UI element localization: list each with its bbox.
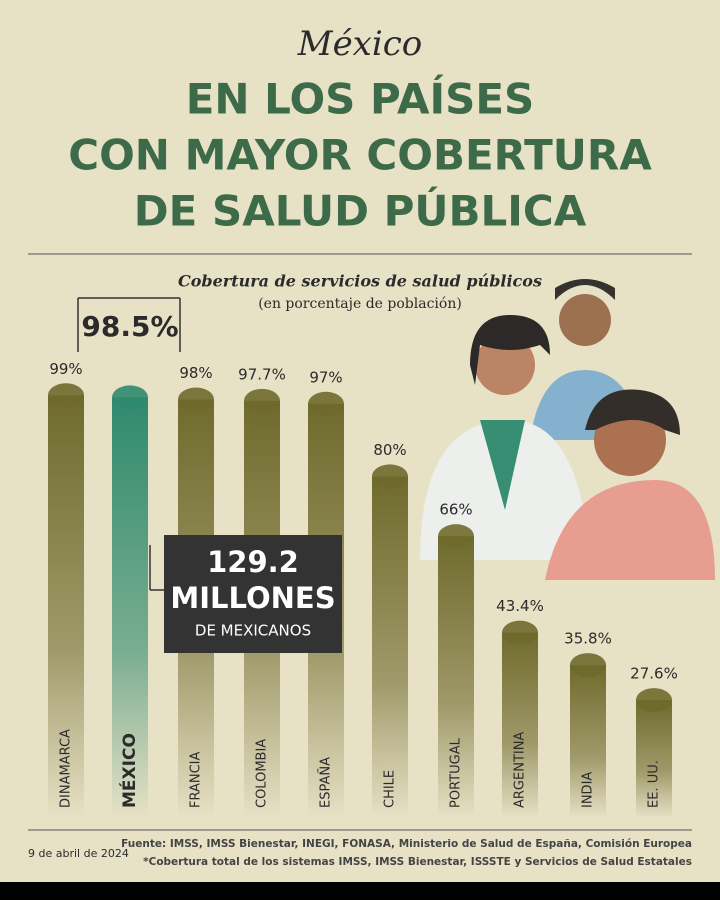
- bar-cap: [112, 385, 148, 410]
- bar-cap: [438, 524, 474, 549]
- bar: [570, 665, 606, 818]
- unit-note: (en porcentaje de población): [258, 296, 462, 312]
- value-label: 99%: [49, 360, 82, 378]
- title-line: CON MAYOR COBERTURA: [68, 131, 652, 180]
- title-line: DE SALUD PÚBLICA: [134, 186, 587, 236]
- category-label: COLOMBIA: [255, 739, 270, 808]
- source: Fuente: IMSS, IMSS Bienestar, INEGI, FON…: [121, 838, 692, 850]
- category-label: CHILE: [383, 770, 398, 808]
- bar: [636, 700, 672, 818]
- bottom-bar: [0, 882, 720, 900]
- bar-cap: [178, 387, 214, 412]
- category-label: ARGENTINA: [513, 732, 528, 808]
- subtitle: Cobertura de servicios de salud públicos: [178, 272, 542, 291]
- category-label: DINAMARCA: [59, 729, 74, 808]
- category-label: MÉXICO: [118, 733, 140, 808]
- value-label: 27.6%: [630, 665, 678, 683]
- bar-cap: [570, 653, 606, 678]
- value-label: 35.8%: [564, 630, 612, 648]
- annotation-unit: MILLONES: [170, 581, 335, 615]
- annotation-number: 129.2: [207, 545, 299, 579]
- value-label: 66%: [439, 501, 472, 519]
- category-label: PORTUGAL: [449, 737, 464, 808]
- value-label: 43.4%: [496, 597, 544, 615]
- bar-cap: [372, 464, 408, 489]
- value-label: 98.5%: [81, 310, 178, 343]
- title-line: EN LOS PAÍSES: [186, 74, 535, 124]
- value-label: 98%: [179, 364, 212, 382]
- value-label: 97.7%: [238, 365, 286, 383]
- category-label: EE. UU.: [647, 760, 662, 808]
- value-label: 80%: [373, 441, 406, 459]
- annotation-box: [164, 535, 342, 653]
- bar: [112, 397, 148, 818]
- bar: [372, 476, 408, 818]
- bar-cap: [48, 383, 84, 408]
- bars: 99% DINAMARCA 98.5% MÉXICO 98% FRANCIA 97.7% CO…: [48, 310, 678, 818]
- kicker: México: [297, 24, 423, 64]
- bar-cap: [636, 688, 672, 713]
- bar-cap: [308, 391, 344, 416]
- bar-cap: [244, 388, 280, 413]
- bar: [48, 395, 84, 818]
- footnote: *Cobertura total de los sistemas IMSS, I…: [143, 856, 692, 868]
- category-label: ESPAÑA: [318, 757, 334, 808]
- annotation-text: DE MEXICANOS: [195, 622, 311, 640]
- category-label: INDIA: [581, 772, 596, 808]
- bar: [438, 536, 474, 818]
- bar: [502, 632, 538, 818]
- date: 9 de abril de 2024: [28, 847, 129, 860]
- bar-cap: [502, 620, 538, 645]
- value-label: 97%: [309, 368, 342, 386]
- category-label: FRANCIA: [189, 751, 204, 808]
